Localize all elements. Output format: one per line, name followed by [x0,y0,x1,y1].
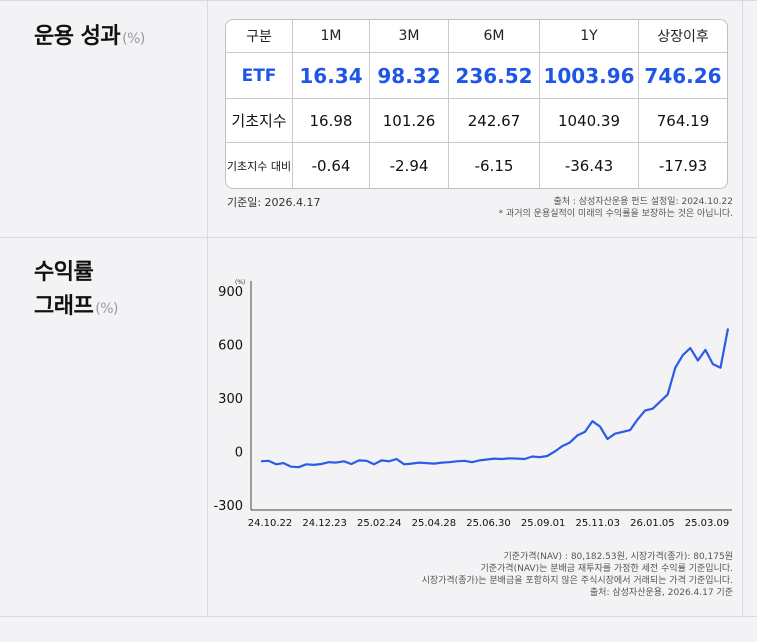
graph-notes: 기준가격(NAV) : 80,182.53원, 시장가격(종가): 80,175… [422,551,733,599]
diff-6m: -6.15 [449,143,540,188]
x-tick-label: 25.06.30 [466,518,511,529]
table-header-row: 구분 1M 3M 6M 1Y 상장이후 [226,20,727,53]
index-1m: 16.98 [293,99,370,143]
table-row-index: 기초지수 16.98 101.26 242.67 1040.39 764.19 [226,99,727,143]
column-divider [207,0,208,616]
header-1y: 1Y [540,20,639,53]
index-1y: 1040.39 [540,99,639,143]
etf-since-listing: 746.26 [639,53,727,99]
graph-note-nav: 기준가격(NAV) : 80,182.53원, 시장가격(종가): 80,175… [503,552,733,562]
diff-3m: -2.94 [370,143,449,188]
header-1m: 1M [293,20,370,53]
table-row-vs-index: 기초지수 대비 -0.64 -2.94 -6.15 -36.43 -17.93 [226,143,727,188]
graph-unit: (%) [95,301,118,317]
header-category: 구분 [226,20,293,53]
x-tick-label: 25.11.03 [575,518,620,529]
x-tick-label: 25.04.28 [412,518,457,529]
performance-section-title: 운용 성과 (%) [34,20,145,56]
etf-3m: 98.32 [370,53,449,99]
diff-1m: -0.64 [293,143,370,188]
x-tick-label: 25.09.01 [521,518,566,529]
index-6m: 242.67 [449,99,540,143]
base-date: 기준일: 2026.4.17 [227,196,321,209]
header-3m: 3M [370,20,449,53]
divider-middle [0,237,757,238]
header-6m: 6M [449,20,540,53]
header-since-listing: 상장이후 [639,20,727,53]
performance-notes: 출처 : 삼성자산운용 펀드 설정일: 2024.10.22 * 과거의 운용실… [499,196,733,220]
divider-bottom [0,616,757,617]
y-axis-unit-label: (%) [235,279,245,286]
return-series-line [260,328,730,469]
etf-1m: 16.34 [293,53,370,99]
divider-top [0,0,757,1]
graph-note-nav-basis: 기준가격(NAV)는 분배금 재투자를 가정한 세전 수익률 기준입니다. [480,564,733,574]
etf-6m: 236.52 [449,53,540,99]
graph-section-title: 수익률 그래프 (%) [34,256,118,326]
graph-note-source: 출처: 삼성자산운용, 2026.4.17 기준 [589,588,733,598]
right-edge-divider [742,0,743,616]
graph-title-line1: 수익률 [34,260,94,285]
performance-unit: (%) [122,31,145,47]
performance-title-text: 운용 성과 [34,24,121,49]
graph-title-line2: 그래프 [34,294,94,319]
x-tick-label: 24.10.22 [248,518,293,529]
graph-note-market-basis: 시장가격(종가)는 분배금을 포함하지 않은 주식시장에서 거래되는 가격 기준… [421,576,733,586]
x-tick-label: 25.02.24 [357,518,402,529]
x-tick-label: 24.12.23 [302,518,347,529]
performance-disclaimer: * 과거의 운용실적이 미래의 수익률을 보장하는 것은 아닙니다. [498,209,733,219]
diff-since-listing: -17.93 [658,156,708,175]
row-label-vs-index: 기초지수 대비 [226,143,293,188]
etf-1y: 1003.96 [540,53,639,99]
performance-table: 구분 1M 3M 6M 1Y 상장이후 ETF 16.34 98.32 236.… [225,19,728,189]
row-label-index: 기초지수 [226,99,293,143]
y-tick-label: -300 [213,499,243,514]
performance-source-note: 출처 : 삼성자산운용 펀드 설정일: 2024.10.22 [553,197,733,207]
y-tick-label: 600 [218,339,243,354]
index-since-listing: 764.19 [639,99,727,143]
y-tick-label: 900 [218,285,243,300]
x-tick-label: 25.03.09 [685,518,730,529]
x-tick-label: 26.01.05 [630,518,675,529]
diff-1y: -36.43 [540,143,639,188]
y-tick-label: 0 [235,446,243,461]
y-tick-label: 300 [218,392,243,407]
index-3m: 101.26 [370,99,449,143]
table-row-etf: ETF 16.34 98.32 236.52 1003.96 746.26 [226,53,727,99]
row-label-etf: ETF [226,53,293,99]
